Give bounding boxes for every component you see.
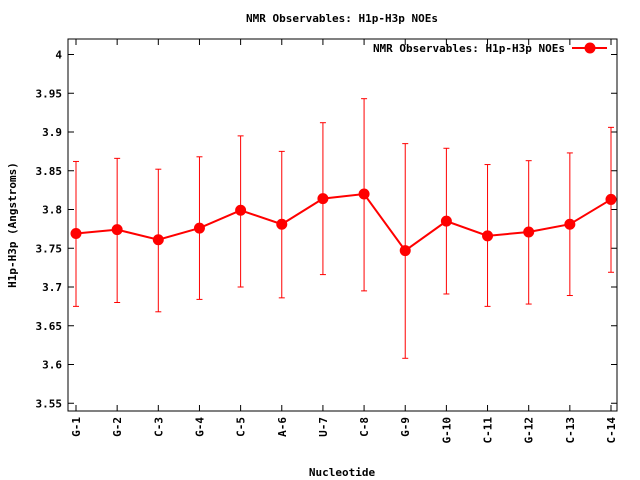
x-tick-label: G-12 (523, 417, 536, 444)
y-tick-label: 3.8 (42, 204, 62, 217)
y-tick-label: 3.75 (36, 242, 63, 255)
x-tick-label: G-1 (70, 417, 83, 437)
legend-marker (584, 42, 596, 54)
y-tick-label: 3.7 (42, 281, 62, 294)
y-tick-label: 3.9 (42, 126, 62, 139)
x-tick-label: C-3 (152, 417, 165, 437)
data-point (399, 245, 411, 257)
data-point (276, 218, 288, 230)
x-tick-label: C-14 (605, 417, 618, 444)
x-tick-label: G-2 (111, 417, 124, 437)
x-tick-label: C-8 (358, 417, 371, 437)
y-tick-label: 3.55 (36, 397, 63, 410)
data-point (152, 234, 164, 246)
data-point (358, 188, 370, 200)
x-tick-label: C-5 (235, 417, 248, 437)
y-tick-label: 3.6 (42, 359, 62, 372)
data-point (111, 224, 123, 236)
x-tick-label: G-4 (193, 417, 206, 437)
data-point (235, 204, 247, 216)
data-point (70, 228, 82, 240)
y-axis-label: H1p-H3p (Angstroms) (6, 162, 19, 288)
chart-title: NMR Observables: H1p-H3p NOEs (246, 12, 438, 25)
data-point (440, 215, 452, 227)
y-tick-label: 4 (55, 49, 62, 62)
y-tick-label: 3.65 (36, 320, 63, 333)
legend-label: NMR Observables: H1p-H3p NOEs (373, 42, 565, 55)
data-point (605, 193, 617, 205)
x-tick-label: A-6 (276, 417, 289, 437)
data-point (523, 226, 535, 238)
y-tick-label: 3.95 (36, 87, 63, 100)
series (70, 188, 617, 257)
y-tick-label: 3.85 (36, 165, 63, 178)
x-tick-label: C-13 (564, 417, 577, 444)
x-tick-label: C-11 (482, 417, 495, 444)
axes: 3.55 3.6 3.65 3.7 3.75 3.8 3.85 3.9 3.95 4 G-1 G-2 C… (36, 39, 618, 444)
x-tick-label: G-10 (440, 417, 453, 444)
series-line (75, 192, 612, 252)
data-point (193, 222, 205, 234)
data-point (482, 230, 494, 242)
x-axis-label: Nucleotide (309, 466, 376, 479)
plot-frame (67, 38, 618, 412)
x-tick-label: U-7 (317, 417, 330, 437)
data-point (317, 193, 329, 205)
x-tick-label: G-9 (399, 417, 412, 437)
data-point (564, 218, 576, 230)
legend: NMR Observables: H1p-H3p NOEs (373, 42, 607, 55)
